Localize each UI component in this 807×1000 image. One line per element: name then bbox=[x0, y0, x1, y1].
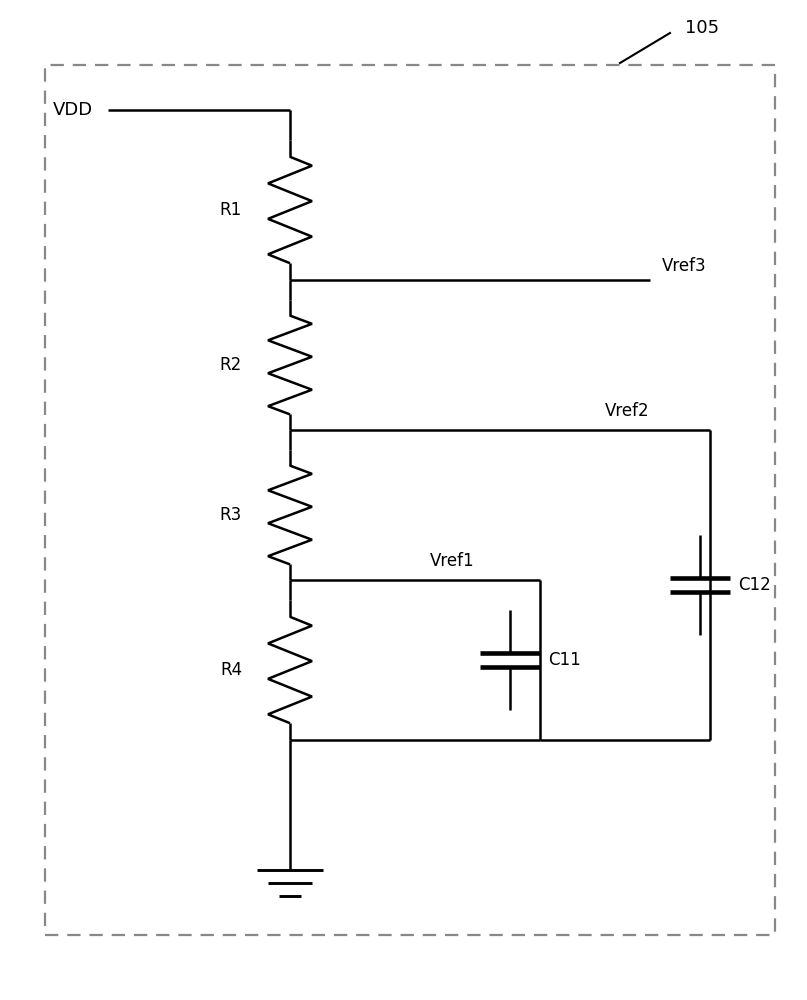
Text: Vref1: Vref1 bbox=[430, 552, 475, 570]
Text: R1: R1 bbox=[220, 201, 242, 219]
Text: R2: R2 bbox=[220, 356, 242, 374]
Text: Vref3: Vref3 bbox=[662, 257, 707, 275]
Text: C12: C12 bbox=[738, 576, 771, 594]
Text: Vref2: Vref2 bbox=[605, 402, 650, 420]
Text: R4: R4 bbox=[220, 661, 242, 679]
Text: VDD: VDD bbox=[53, 101, 93, 119]
Text: 105: 105 bbox=[685, 19, 719, 37]
Text: C11: C11 bbox=[548, 651, 581, 669]
Text: R3: R3 bbox=[220, 506, 242, 524]
